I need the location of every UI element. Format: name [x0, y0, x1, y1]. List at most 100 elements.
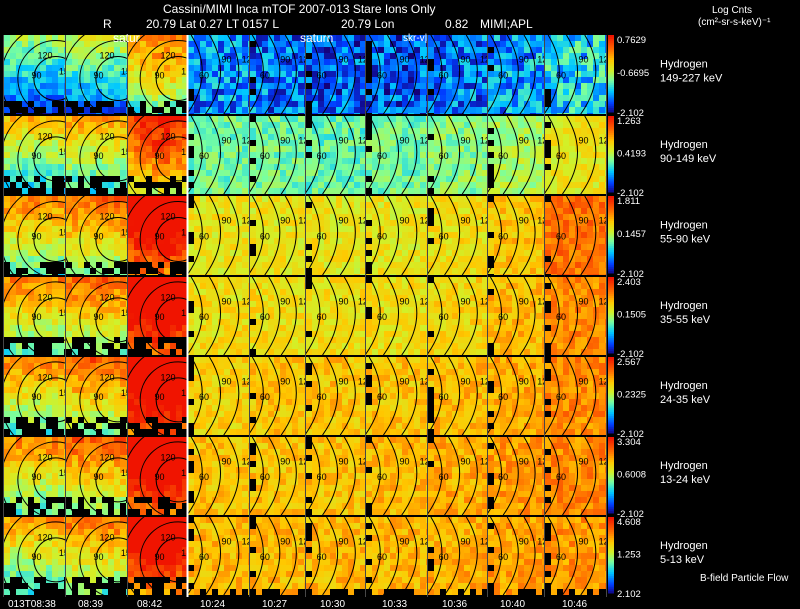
colorbar-mid-label: -0.6695 — [617, 68, 649, 79]
heatmap-panel — [66, 277, 127, 355]
contour-label: 120 — [298, 55, 313, 65]
colorbar-min-label: -2.102 — [617, 269, 644, 280]
contour-label: 90 — [155, 472, 165, 482]
heatmap-panel — [128, 196, 187, 275]
heatmap-panel — [545, 116, 606, 194]
colorbar-min-label: -2.102 — [617, 108, 644, 119]
heatmap-panel — [250, 35, 305, 114]
contour-label: 60 — [317, 312, 327, 322]
contour-label: 90 — [155, 552, 165, 562]
contour-label: 90 — [460, 55, 470, 65]
colorbar — [608, 277, 614, 354]
contour-label: 90 — [519, 456, 529, 466]
contour-label: 120 — [100, 212, 115, 222]
contour-label: 60 — [199, 151, 209, 161]
colorbar-max-label: 3.304 — [617, 437, 641, 448]
contour-label: 60 — [498, 231, 508, 241]
contour-label: 90 — [400, 135, 410, 145]
time-tick-label: 013T08:38 — [8, 599, 56, 609]
heatmap-panel — [306, 357, 365, 435]
heatmap-panel — [545, 437, 606, 515]
contour-label: 120 — [420, 216, 435, 226]
heatmap-panel — [4, 277, 65, 355]
contour-label: 60 — [317, 151, 327, 161]
contour-label: 120 — [38, 532, 53, 542]
contour-label: 120 — [100, 532, 115, 542]
contour-label: 60 — [498, 472, 508, 482]
colorbar — [608, 357, 614, 434]
contour-label: 120 — [38, 212, 53, 222]
colorbar-mid-label: 0.1505 — [617, 309, 646, 320]
contour-label: 60 — [260, 552, 270, 562]
heatmap-panel — [488, 277, 544, 355]
colorbar-max-label: 2.403 — [617, 277, 641, 288]
heatmap-panel — [4, 116, 65, 194]
heatmap-panel — [545, 357, 606, 435]
heatmap-panel — [4, 196, 65, 275]
contour-label: 90 — [338, 55, 348, 65]
contour-label: 120 — [242, 536, 257, 546]
time-tick-label: 10:30 — [320, 599, 345, 609]
contour-label: 60 — [317, 392, 327, 402]
contour-label: 120 — [100, 372, 115, 382]
contour-label: 90 — [460, 296, 470, 306]
time-tick-label: 10:24 — [200, 599, 225, 609]
contour-label: 60 — [498, 552, 508, 562]
heatmap-panel — [250, 437, 305, 515]
heatmap-panel — [366, 116, 427, 194]
contour-label: 90 — [460, 456, 470, 466]
contour-label: 60 — [317, 552, 327, 562]
contour-label: 120 — [100, 51, 115, 61]
contour-label: 60 — [439, 231, 449, 241]
contour-label: 60 — [439, 70, 449, 80]
contour-label: 60 — [498, 151, 508, 161]
contour-label: 120 — [160, 212, 175, 222]
contour-label: 120 — [242, 55, 257, 65]
contour-label: 120 — [38, 452, 53, 462]
contour-label: 120 — [298, 296, 313, 306]
colorbar-min-label: -2.102 — [617, 188, 644, 199]
contour-label: 60 — [199, 231, 209, 241]
heatmap-panel — [545, 196, 606, 275]
contour-label: 120 — [599, 55, 614, 65]
contour-label: 60 — [556, 70, 566, 80]
contour-label: 90 — [460, 376, 470, 386]
contour-label: 90 — [280, 296, 290, 306]
bfield-label: B-field Particle Flow — [700, 573, 789, 584]
colorbar-mid-label: 1.253 — [617, 549, 641, 560]
contour-label: 60 — [377, 231, 387, 241]
band-species: Hydrogen — [660, 139, 708, 151]
heatmap-panel — [366, 437, 427, 515]
contour-label: 60 — [439, 312, 449, 322]
contour-label: 120 — [160, 131, 175, 141]
contour-label: 120 — [298, 456, 313, 466]
contour-label: 90 — [460, 536, 470, 546]
contour-label: 90 — [519, 536, 529, 546]
heatmap-panel — [66, 35, 127, 114]
contour-label: 90 — [93, 552, 103, 562]
colorbar-mid-label: 0.6008 — [617, 469, 646, 480]
contour-label: 90 — [31, 552, 41, 562]
heatmap-panel — [366, 517, 427, 595]
time-tick-label: 10:40 — [500, 599, 525, 609]
colorbar-min-label: -2.102 — [617, 349, 644, 360]
band-energy: 55-90 keV — [660, 233, 711, 245]
heatmap-panel — [306, 35, 365, 114]
contour-label: 120 — [298, 216, 313, 226]
contour-label: 60 — [498, 312, 508, 322]
contour-label: 90 — [579, 55, 589, 65]
contour-label: 120 — [38, 372, 53, 382]
contour-label: 120 — [420, 376, 435, 386]
contour-label: 120 — [242, 216, 257, 226]
colorbar-max-label: 4.608 — [617, 517, 641, 528]
band-species: Hydrogen — [660, 380, 708, 392]
time-tick-label: 08:39 — [78, 599, 103, 609]
contour-label: 60 — [439, 151, 449, 161]
contour-label: 90 — [93, 472, 103, 482]
contour-label: 60 — [260, 392, 270, 402]
time-tick-label: 08:42 — [137, 599, 162, 609]
contour-label: 60 — [260, 472, 270, 482]
contour-label: 90 — [519, 55, 529, 65]
time-tick-label: 10:36 — [442, 599, 467, 609]
